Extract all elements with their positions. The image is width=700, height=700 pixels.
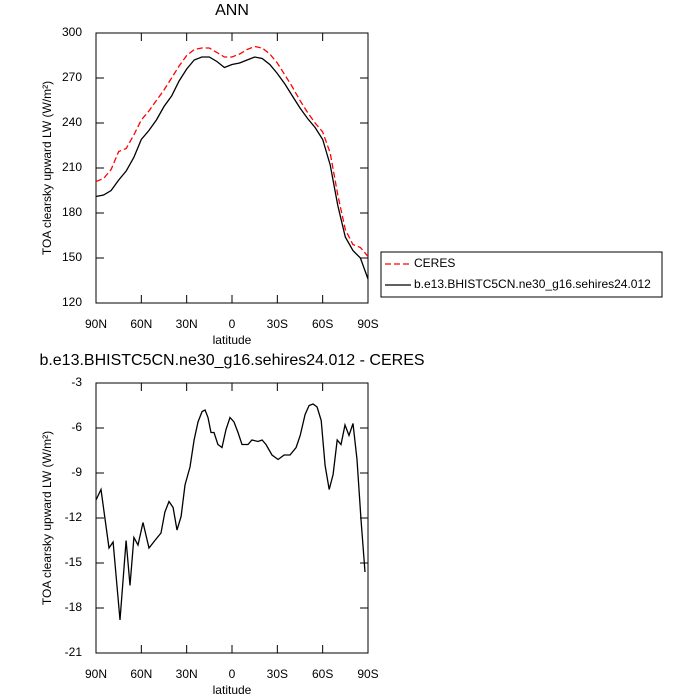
data-line — [95, 56, 369, 280]
plot-frame — [95, 32, 369, 304]
chart-title: ANN — [215, 2, 249, 19]
x-tick-label: 60S — [312, 317, 333, 331]
y-tick-label: 180 — [62, 205, 82, 219]
legend-label: CERES — [414, 256, 455, 270]
x-tick-label: 60N — [130, 317, 152, 331]
x-tick-label: 90S — [357, 667, 378, 681]
x-tick-label: 0 — [229, 667, 236, 681]
y-tick-label: -18 — [65, 600, 83, 614]
y-axis-label: TOA clearsky upward LW (W/m²) — [40, 81, 54, 255]
y-tick-label: 150 — [62, 250, 82, 264]
y-tick-label: 300 — [62, 25, 82, 39]
legend-box — [380, 251, 663, 298]
x-tick-label: 30S — [267, 667, 288, 681]
y-tick-label: 270 — [62, 70, 82, 84]
x-axis-label: latitude — [213, 683, 252, 697]
x-axis-label: latitude — [213, 333, 252, 347]
x-tick-label: 90N — [85, 667, 107, 681]
x-tick-label: 90S — [357, 317, 378, 331]
chart-title: b.e13.BHISTC5CN.ne30_g16.sehires24.012 -… — [39, 352, 424, 369]
legend-label: b.e13.BHISTC5CN.ne30_g16.sehires24.012 — [414, 277, 651, 291]
x-tick-label: 30S — [267, 317, 288, 331]
y-tick-label: -9 — [71, 465, 82, 479]
data-line — [95, 45, 369, 257]
y-tick-label: 120 — [62, 295, 82, 309]
y-tick-label: -15 — [65, 555, 83, 569]
data-line — [95, 403, 366, 621]
x-tick-label: 30N — [176, 667, 198, 681]
x-tick-label: 60N — [130, 667, 152, 681]
x-tick-label: 0 — [229, 317, 236, 331]
y-axis-label: TOA clearsky upward LW (W/m²) — [40, 431, 54, 605]
y-tick-label: 240 — [62, 115, 82, 129]
y-tick-label: -21 — [65, 645, 83, 659]
y-tick-label: -6 — [71, 420, 82, 434]
y-tick-label: 210 — [62, 160, 82, 174]
x-tick-label: 30N — [176, 317, 198, 331]
x-tick-label: 60S — [312, 667, 333, 681]
y-tick-label: -3 — [71, 375, 82, 389]
x-tick-label: 90N — [85, 317, 107, 331]
y-tick-label: -12 — [65, 510, 83, 524]
plot-frame — [95, 382, 369, 654]
